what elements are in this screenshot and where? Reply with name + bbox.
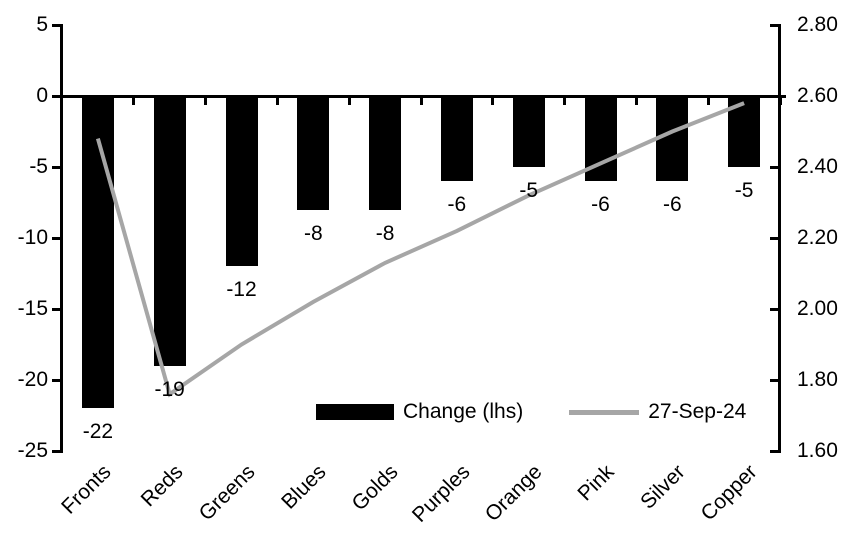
left-axis-tick-label: 0 [36,84,48,107]
bar-value-label: -6 [591,193,610,217]
bar [656,96,689,182]
left-axis-tick-label: 5 [36,13,48,36]
bar-value-label: -5 [519,179,539,202]
right-axis-tick-label: 1.60 [797,439,838,462]
right-axis-tick [770,23,780,27]
right-axis-tick-label: 1.80 [797,368,838,391]
x-axis-tick [204,97,208,105]
bar [153,96,186,366]
left-axis-tick [52,378,62,382]
left-axis-tick-label: -15 [17,297,48,320]
bar [81,96,114,409]
right-axis-tick [770,378,780,382]
x-axis-tick [275,97,279,105]
left-axis-tick [52,165,62,169]
bar [440,96,473,182]
right-axis-tick-label: 2.20 [797,226,838,249]
bar-value-label: -19 [154,377,185,401]
x-axis-tick [419,97,423,105]
left-axis-tick-label: -10 [17,226,48,249]
bar [512,96,545,167]
bar-value-label: -6 [447,193,467,217]
right-axis-tick [770,307,780,311]
bar-value-label: -8 [303,221,323,245]
left-axis-tick [52,449,62,453]
x-axis-tick [563,97,567,105]
left-axis-tick [52,23,62,27]
bar-value-label: -12 [226,278,257,302]
x-axis-tick [634,97,638,105]
right-axis-tick-label: 2.60 [797,84,838,107]
bar-value-label: -5 [734,179,754,202]
legend-label-line: 27-Sep-24 [648,400,747,423]
right-axis-tick [770,165,780,169]
right-axis-tick-label: 2.40 [797,155,838,178]
bar-value-label: -6 [662,193,682,217]
bar [225,96,258,267]
left-axis-tick-label: -20 [17,368,48,391]
x-axis-tick [347,97,351,105]
bar-value-label: -8 [375,221,395,245]
line-series-path [95,101,745,398]
x-axis-baseline [60,94,786,98]
right-axis-tick [770,449,780,453]
legend: Change (lhs) 27-Sep-24 [316,400,746,424]
bar-value-label: -22 [82,420,114,444]
left-axis-tick-label: -5 [29,155,48,178]
right-axis-tick [770,94,786,98]
x-axis-tick [491,97,495,105]
x-axis-tick [132,97,136,105]
right-axis-tick [770,236,780,240]
legend-label-bar: Change (lhs) [403,400,524,423]
right-axis-tick-label: 2.80 [797,13,838,36]
left-axis-tick [52,307,62,311]
bar [369,96,402,210]
left-axis-tick [52,94,62,98]
right-axis-tick-label: 2.00 [797,297,838,320]
left-axis-tick [52,236,62,240]
left-axis-tick-label: -25 [17,439,48,462]
bar [297,96,330,210]
x-axis-tick [778,97,782,105]
legend-bar-swatch [316,404,394,420]
legend-line-swatch [569,409,640,415]
x-axis-tick [706,97,710,105]
